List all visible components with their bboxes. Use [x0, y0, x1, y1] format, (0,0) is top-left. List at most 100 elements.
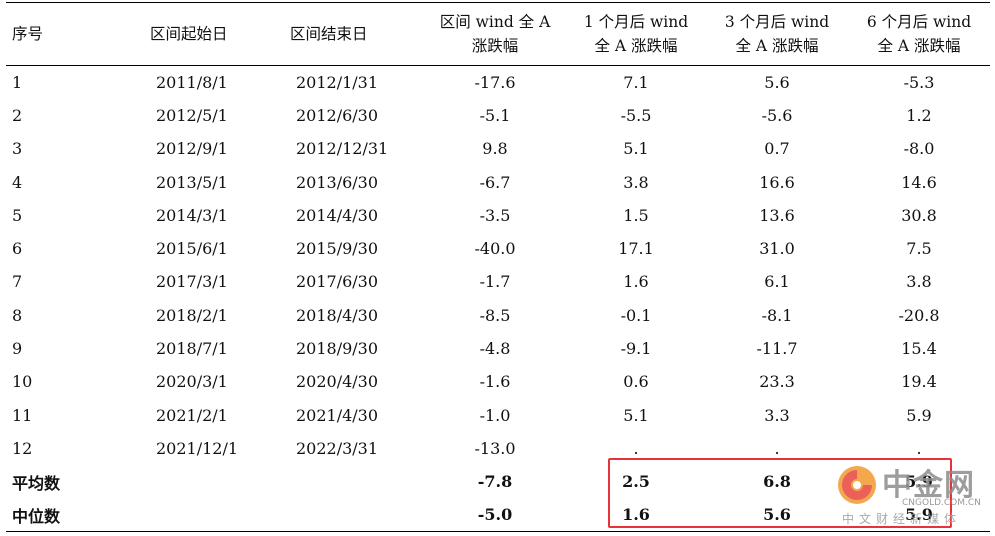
cell-range: -6.7	[479, 172, 511, 192]
table-row: 6 2015/6/1 2015/9/30 -40.0 17.1 31.0 7.5	[6, 232, 990, 265]
cell-end: 2018/9/30	[296, 339, 379, 359]
cell-start: 2018/7/1	[156, 339, 228, 359]
cell-start: 2012/5/1	[156, 105, 228, 125]
table-row: 7 2017/3/1 2017/6/30 -1.7 1.6 6.1 3.8	[6, 265, 990, 298]
cell-6m: .	[916, 438, 922, 458]
empty-cell	[144, 498, 284, 533]
cell-1m: -5.5	[620, 105, 652, 125]
cell-3m: 16.6	[759, 172, 795, 192]
table-row: 12 2021/12/1 2022/3/31 -13.0 . . .	[6, 432, 990, 465]
cell-6m: 15.4	[901, 339, 937, 359]
cell-1m: 7.1	[623, 72, 649, 92]
cell-6m: 7.5	[906, 239, 932, 259]
cell-3m: 6.8	[763, 472, 791, 492]
table-row: 1 2011/8/1 2012/1/31 -17.6 7.1 5.6 -5.3	[6, 66, 990, 99]
cell-6m: -5.3	[903, 72, 935, 92]
empty-cell	[284, 465, 424, 498]
summary-row-mean: 平均数 -7.8 2.5 6.8 5.9	[6, 465, 990, 498]
cell-start: 2018/2/1	[156, 305, 228, 325]
cell-range: -7.8	[477, 472, 513, 492]
cell-end: 2014/4/30	[296, 205, 379, 225]
cell-index: 6	[12, 239, 23, 259]
cell-end: 2020/4/30	[296, 372, 379, 392]
cell-start: 2017/3/1	[156, 272, 228, 292]
cell-1m: 1.5	[623, 205, 649, 225]
cell-6m: -20.8	[898, 305, 940, 325]
cell-range: -1.7	[479, 272, 511, 292]
cell-range: -40.0	[474, 239, 516, 259]
cell-1m: .	[633, 438, 639, 458]
cell-index: 2	[12, 105, 23, 125]
header-end-date: 区间结束日	[284, 2, 424, 66]
table-row: 2 2012/5/1 2012/6/30 -5.1 -5.5 -5.6 1.2	[6, 99, 990, 132]
cell-range: -3.5	[479, 205, 511, 225]
cell-index: 5	[12, 205, 23, 225]
cell-index: 12	[12, 438, 33, 458]
cell-index: 1	[12, 72, 23, 92]
table-row: 4 2013/5/1 2013/6/30 -6.7 3.8 16.6 14.6	[6, 165, 990, 198]
watermark-name: 中金网	[882, 468, 975, 503]
empty-cell	[144, 465, 284, 498]
cell-range: -13.0	[474, 438, 516, 458]
cell-6m: 30.8	[901, 205, 937, 225]
cell-1m: 17.1	[618, 239, 654, 259]
cell-range: -17.6	[474, 72, 516, 92]
cell-end: 2021/4/30	[296, 405, 379, 425]
cell-3m: -11.7	[756, 339, 798, 359]
header-start-date: 区间起始日	[144, 2, 284, 66]
cell-end: 2015/9/30	[296, 239, 379, 259]
table-header: 序号 区间起始日 区间结束日 区间 wind 全 A 涨跌幅 1 个月后 win…	[6, 2, 990, 66]
cell-1m: 1.6	[623, 272, 649, 292]
summary-label: 平均数	[12, 473, 61, 493]
cell-6m: 3.8	[906, 272, 932, 292]
cell-3m: 13.6	[759, 205, 795, 225]
cell-6m: 14.6	[901, 172, 937, 192]
table-row: 10 2020/3/1 2020/4/30 -1.6 0.6 23.3 19.4	[6, 365, 990, 398]
cell-3m: -8.1	[761, 305, 793, 325]
header-6m-change: 6 个月后 wind 全 A 涨跌幅	[848, 2, 990, 66]
cell-3m: 23.3	[759, 372, 795, 392]
cell-start: 2012/9/1	[156, 139, 228, 159]
cell-6m: -8.0	[903, 139, 935, 159]
cell-3m: .	[774, 438, 780, 458]
cell-1m: 3.8	[623, 172, 649, 192]
cell-end: 2012/6/30	[296, 105, 379, 125]
summary-label: 中位数	[6, 498, 144, 533]
highlight-box	[608, 458, 952, 528]
table-row: 8 2018/2/1 2018/4/30 -8.5 -0.1 -8.1 -20.…	[6, 299, 990, 332]
cell-end: 2013/6/30	[296, 172, 379, 192]
cell-1m: -9.1	[620, 339, 652, 359]
cell-range: -5.1	[479, 105, 511, 125]
table-row: 9 2018/7/1 2018/9/30 -4.8 -9.1 -11.7 15.…	[6, 332, 990, 365]
cell-index: 8	[12, 305, 23, 325]
cell-1m: -0.1	[620, 305, 652, 325]
cell-range: 9.8	[482, 139, 508, 159]
cell-range: -1.6	[479, 372, 511, 392]
cell-index: 7	[12, 272, 23, 292]
cell-6m: 1.2	[906, 105, 932, 125]
summary-row-median: 中位数 -5.0 1.6 5.6 5.9	[6, 498, 990, 533]
cell-1m: 5.1	[623, 405, 649, 425]
cell-range: -5.0	[424, 498, 566, 533]
cell-6m: 19.4	[901, 372, 937, 392]
cell-start: 2021/12/1	[156, 438, 239, 458]
table-row: 3 2012/9/1 2012/12/31 9.8 5.1 0.7 -8.0	[6, 132, 990, 165]
cell-end: 2012/1/31	[296, 72, 379, 92]
cell-index: 3	[12, 139, 23, 159]
header-3m-change: 3 个月后 wind 全 A 涨跌幅	[706, 2, 848, 66]
cell-3m: 5.6	[764, 72, 790, 92]
cell-start: 2011/8/1	[156, 72, 228, 92]
cell-3m: 0.7	[764, 139, 790, 159]
cell-start: 2021/2/1	[156, 405, 228, 425]
header-1m-change: 1 个月后 wind 全 A 涨跌幅	[566, 2, 706, 66]
cell-end: 2018/4/30	[296, 305, 379, 325]
data-table: 序号 区间起始日 区间结束日 区间 wind 全 A 涨跌幅 1 个月后 win…	[6, 2, 990, 533]
cell-1m: 0.6	[623, 372, 649, 392]
cell-start: 2014/3/1	[156, 205, 228, 225]
watermark: 中金网 CNGOLD.COM.CN 中文财经新媒体	[836, 462, 992, 528]
cell-1m: 5.1	[623, 139, 649, 159]
cell-3m: -5.6	[761, 105, 793, 125]
cell-1m: 2.5	[622, 472, 650, 492]
cell-end: 2012/12/31	[296, 139, 389, 159]
table-body: 1 2011/8/1 2012/1/31 -17.6 7.1 5.6 -5.3 …	[6, 66, 990, 533]
